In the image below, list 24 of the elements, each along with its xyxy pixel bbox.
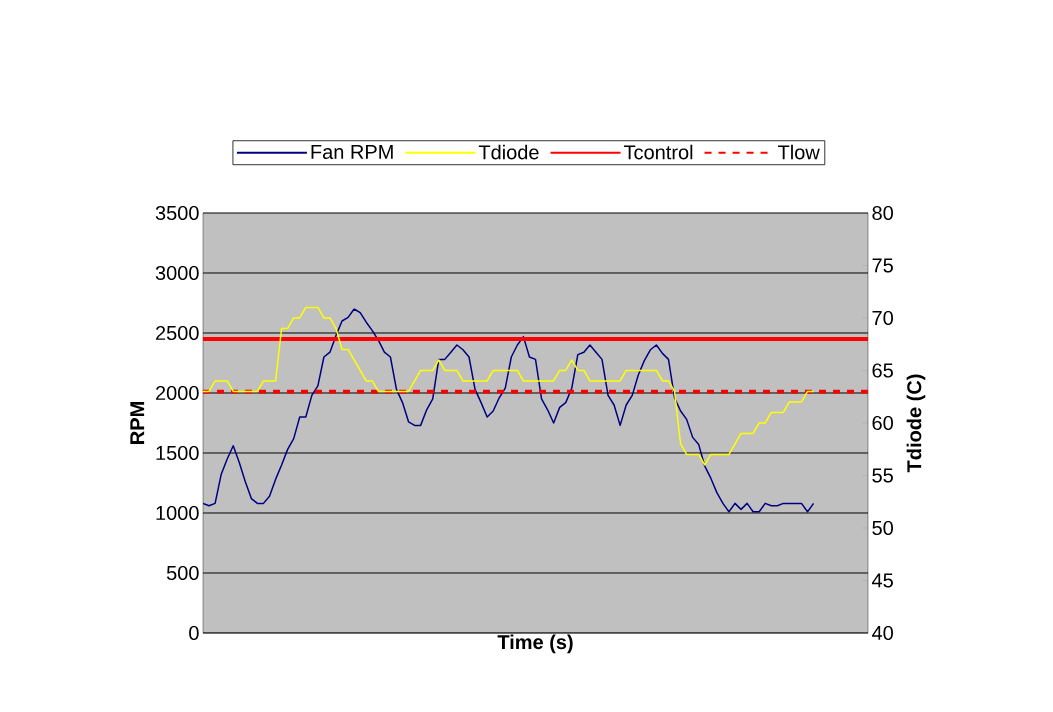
y2-tick-label: 60 bbox=[872, 415, 893, 431]
y-tick-label: 500 bbox=[166, 565, 199, 581]
y-tick-label: 2000 bbox=[155, 385, 199, 401]
y2-tick-label: 45 bbox=[871, 573, 893, 588]
y2-tick-label: 55 bbox=[872, 468, 893, 483]
y-tick-label: 3500 bbox=[155, 205, 199, 221]
y2-tick-label: 40 bbox=[871, 625, 893, 641]
legend-label: Tlow bbox=[778, 144, 820, 160]
y-tick-label: 1000 bbox=[156, 505, 199, 521]
y-tick-label: 1500 bbox=[156, 445, 199, 461]
y-tick-label: 2500 bbox=[155, 325, 199, 341]
legend-label: Tcontrol bbox=[623, 144, 693, 160]
legend-label: Tdiode bbox=[478, 144, 539, 160]
y-tick-label: 0 bbox=[189, 625, 199, 641]
legend-label: Fan RPM bbox=[311, 145, 393, 160]
y2-axis-title: Tdiode (C) bbox=[906, 374, 926, 473]
y2-tick-label: 70 bbox=[872, 310, 893, 326]
x-axis-title: Time (s) bbox=[497, 634, 573, 654]
y2-tick-label: 50 bbox=[872, 520, 893, 536]
y2-tick-label: 75 bbox=[872, 258, 893, 273]
y2-tick-label: 65 bbox=[872, 363, 893, 378]
y2-tick-label: 80 bbox=[872, 205, 893, 221]
y-axis-title: RPM bbox=[130, 402, 145, 444]
y-tick-label: 3000 bbox=[155, 265, 199, 281]
